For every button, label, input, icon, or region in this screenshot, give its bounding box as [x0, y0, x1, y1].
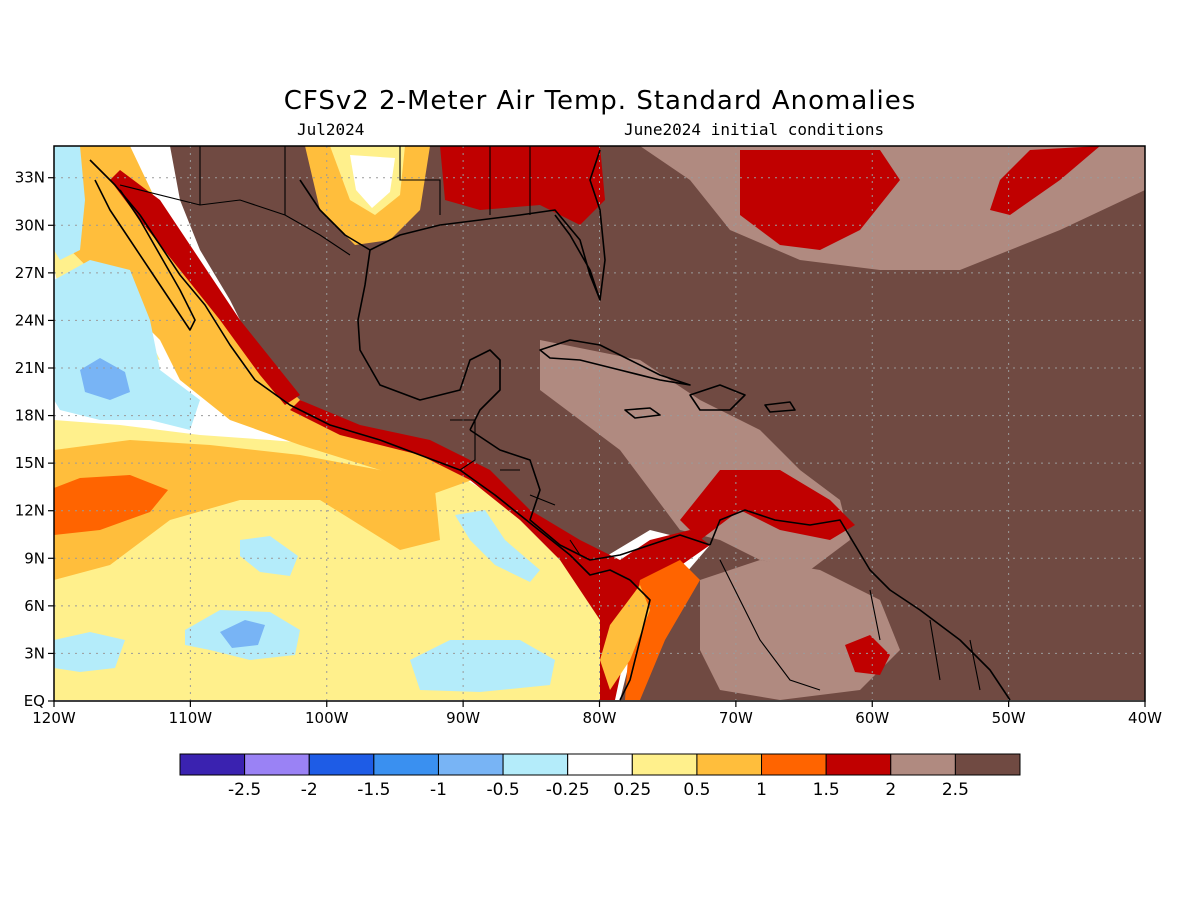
y-tick-label: 9N [24, 549, 45, 567]
valid-month-label: Jul2024 [297, 120, 365, 139]
border-guianas [869, 589, 981, 691]
y-tick-label: 18N [15, 407, 45, 425]
coastline-florida-atlantic [589, 149, 606, 301]
y-tick-label: 33N [15, 169, 45, 187]
caribbean-high-band [680, 470, 855, 540]
colorbar-label: -1 [430, 780, 447, 800]
x-tick-label: 60W [855, 709, 889, 727]
map-field [54, 146, 1145, 701]
coastlines [89, 149, 1011, 701]
colorbar-label: -2.5 [228, 780, 261, 800]
coastline-us-gulf [369, 209, 601, 301]
y-tick-label: 15N [15, 454, 45, 472]
coastline-jamaica [624, 407, 661, 419]
x-tick-label: 40W [1128, 709, 1162, 727]
colorbar-label: 0.25 [613, 780, 651, 800]
coastline-mexico-pacific [89, 159, 631, 581]
x-tick-label: 90W [446, 709, 480, 727]
colorbar-label: 0.5 [683, 780, 710, 800]
x-tick-label: 50W [992, 709, 1026, 727]
border-us-mexico [119, 184, 351, 256]
lat-lon-grid [54, 146, 1145, 701]
colorbar-swatch [373, 753, 439, 776]
colorbar-swatch [244, 753, 310, 776]
y-tick-label: 21N [15, 359, 45, 377]
y-tick-label: 3N [24, 644, 45, 662]
coastline-central-america-caribbean [469, 429, 711, 561]
y-tick-label: 30N [15, 216, 45, 234]
colorbar-swatch [179, 753, 246, 776]
colorbar-swatch [954, 753, 1021, 776]
colorbar-swatch [567, 753, 633, 776]
colorbar-swatch [890, 753, 956, 776]
border-guatemala [450, 419, 476, 471]
mexico-pacific-coast [110, 170, 300, 405]
pacific-orange-band [54, 440, 440, 580]
colorbar-swatch [696, 753, 763, 776]
colorbar-label: 2.5 [942, 780, 969, 800]
x-tick-label: 110W [169, 709, 213, 727]
border-us-states [199, 146, 531, 215]
x-tick-label: 70W [719, 709, 753, 727]
colorbar-swatch [631, 753, 698, 776]
y-tick-label: 27N [15, 264, 45, 282]
pacific-cool-patch-6 [54, 632, 125, 672]
south-america-warm-spot [845, 635, 890, 675]
colorbar-label: -0.5 [486, 780, 519, 800]
coastline-hispaniola [689, 384, 746, 411]
init-conditions-label: June2024 initial conditions [624, 120, 885, 139]
political-borders [119, 146, 981, 691]
colorbar-swatch [502, 753, 569, 776]
coastline-south-america [619, 579, 651, 701]
colombia-coast-light [600, 585, 650, 690]
pacific-cool-patch-2-core [220, 620, 265, 648]
south-america-mid [700, 560, 900, 700]
map-title: CFSv2 2-Meter Air Temp. Standard Anomali… [283, 86, 917, 116]
x-tick-label: 80W [583, 709, 617, 727]
pacific-cool-patch-5 [455, 510, 540, 582]
colorbar-swatch [825, 753, 892, 776]
colorbar-label: 1.5 [813, 780, 840, 800]
pacific-cool-patch-7 [54, 146, 85, 260]
colorbar-label: 2 [885, 780, 896, 800]
coastline-gulf [299, 179, 501, 431]
border-colombia-venezuela [719, 559, 821, 691]
x-tick-label: 100W [305, 709, 349, 727]
colorbar-swatch [437, 753, 504, 776]
x-tick-label: 120W [32, 709, 76, 727]
coastline-cuba [539, 339, 691, 386]
pacific-cool-patch-4 [240, 536, 298, 576]
y-tick-label: 12N [15, 502, 45, 520]
coastline-puerto-rico [764, 401, 796, 413]
y-tick-label: EQ [24, 692, 45, 710]
colorbar-label: -0.25 [546, 780, 590, 800]
atlantic-high-anomaly-2 [990, 146, 1100, 215]
y-axis-ticks: EQ 3N 6N 9N 12N 15N 18N 21N 24N 27N 30N 33N [15, 169, 54, 710]
colorbar-swatch [761, 753, 827, 776]
x-axis-ticks: 120W 110W 100W 90W 80W 70W 60W 50W 40W [32, 701, 1162, 727]
colorbar: -2.5 -2 -1.5 -1 -0.5 -0.25 0.25 0.5 1 1.5 2 2.5 [179, 753, 1021, 800]
central-america-coast [290, 400, 710, 700]
florida-warm [440, 146, 605, 225]
colorbar-swatch [308, 753, 375, 776]
pacific-dark-orange-band [54, 475, 168, 535]
colorbar-label: -1.5 [357, 780, 390, 800]
coastline-venezuela [709, 509, 1011, 701]
colorbar-label: 1 [756, 780, 767, 800]
border-central-america [500, 469, 581, 556]
coastline-baja [94, 179, 196, 331]
colorbar-label: -2 [301, 780, 318, 800]
y-tick-label: 24N [15, 311, 45, 329]
y-tick-label: 6N [24, 597, 45, 615]
texas-white-core [350, 155, 395, 208]
